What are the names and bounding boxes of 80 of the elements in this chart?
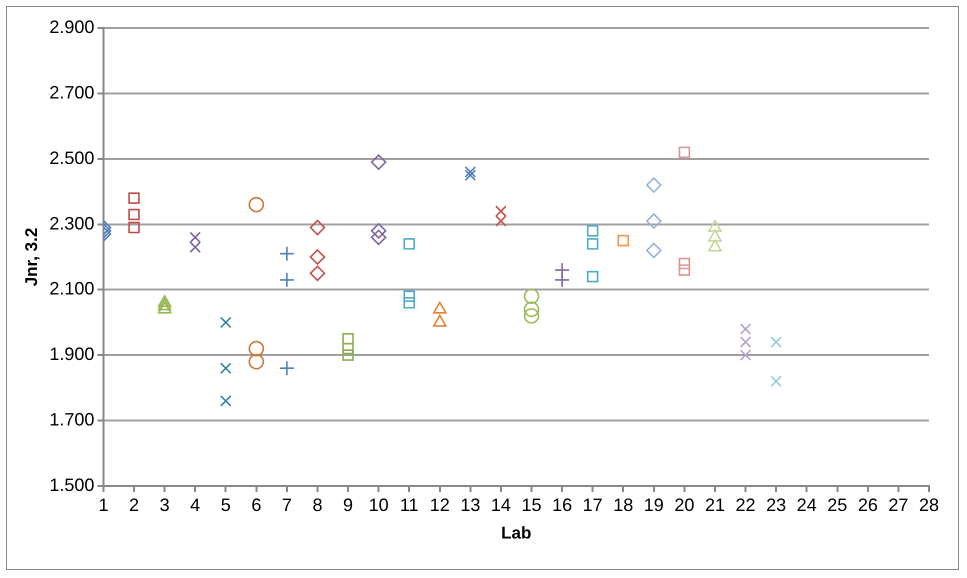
x-tick-label: 12 [430,494,450,515]
x-tick-label: 8 [312,494,322,515]
x-tick-label: 25 [827,494,848,515]
x-tick-label: 16 [552,494,572,515]
point [586,225,598,237]
point [524,308,540,324]
x-tick-label: 11 [400,494,419,515]
x-tick-label: 13 [460,494,480,515]
x-tick-label: 9 [343,494,354,515]
point [524,302,540,318]
point [678,146,690,158]
point [128,192,140,204]
point [279,360,295,376]
x-tick-label: 28 [918,494,940,515]
point [370,230,386,246]
point [678,264,690,276]
point [646,177,662,193]
x-tick-label: 18 [613,494,634,515]
x-tick-label: 22 [736,494,756,515]
x-tick-label: 26 [858,494,878,515]
x-tick-label: 10 [368,494,389,515]
y-axis-title: Jnr, 3.2 [22,228,41,286]
x-tick-label: 24 [796,494,817,515]
y-tick-label: 1.500 [49,474,94,495]
point [220,362,232,374]
point [248,354,264,370]
point [342,349,354,361]
y-tick-label: 1.700 [49,410,94,430]
point [646,213,662,229]
y-tick-label: 2.300 [49,213,94,234]
x-tick-label: 27 [888,494,908,515]
y-tick-label: 2.100 [49,278,94,299]
x-tick-label: 4 [190,494,200,515]
x-axis-title: Lab [501,523,532,542]
point [770,336,782,348]
point [248,340,264,356]
point [554,272,570,288]
y-tick-label: 1.900 [49,344,94,364]
y-tick-label: 2.700 [49,82,94,102]
point [370,223,386,239]
point [586,270,598,282]
point [279,272,295,288]
point [310,249,326,265]
x-tick-label: 1 [98,494,108,515]
x-tick-label: 6 [251,494,262,515]
point [403,290,415,302]
point [220,395,232,407]
x-tick-label: 19 [644,494,664,515]
point [524,288,540,304]
point [403,238,415,250]
y-tick-label: 2.900 [49,16,94,37]
point [464,166,476,178]
x-tick-label: 7 [282,494,292,515]
x-tick-label: 17 [582,494,603,515]
x-tick-label: 2 [129,494,140,515]
x-tick-label: 23 [766,494,786,515]
point [646,242,662,258]
x-tick-label: 20 [674,494,694,515]
x-tick-label: 21 [704,494,725,515]
y-tick-label: 2.500 [49,148,94,168]
point [464,169,476,181]
point [370,154,386,170]
point [678,258,690,270]
point [342,333,354,345]
x-tick-label: 5 [220,494,231,515]
point [220,316,232,328]
point [342,342,354,354]
point [310,266,326,282]
point [248,196,264,212]
x-tick-label: 14 [490,494,511,515]
x-tick-label: 3 [160,494,170,515]
point [310,220,326,236]
point [586,238,598,250]
x-tick-label: 15 [521,494,542,515]
point [617,234,629,246]
point [279,246,295,262]
point [403,297,415,309]
point [128,208,140,220]
point [128,222,140,234]
point [770,376,782,388]
